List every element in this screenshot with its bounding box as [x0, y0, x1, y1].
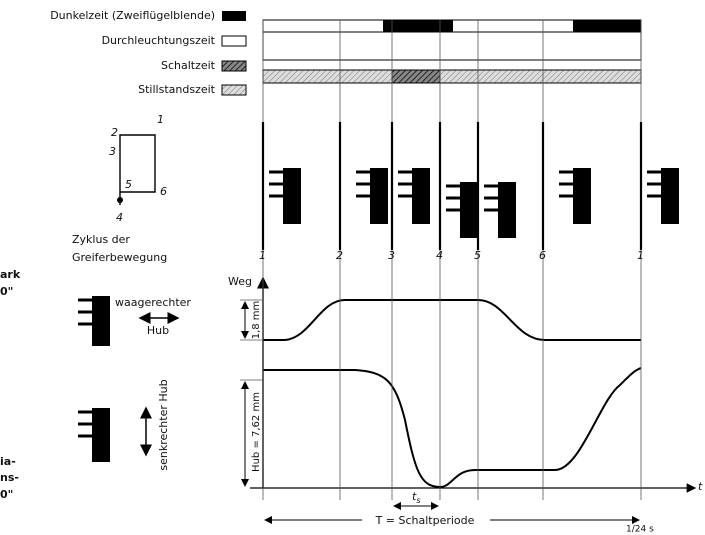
legend-label: Stillstandszeit [138, 83, 216, 96]
switch-label: ts [412, 490, 421, 505]
claw-teeth [78, 412, 92, 436]
cycle-caption: Greiferbewegung [72, 251, 167, 264]
cycle-label: 3 [109, 145, 116, 158]
vertical-curve [263, 368, 641, 487]
legend-label: Schaltzeit [161, 59, 216, 72]
cycle-label: 6 [160, 185, 167, 198]
phase-number: 3 [388, 249, 395, 262]
light-time-bar [263, 32, 641, 60]
cut-text-line: ark [0, 268, 21, 281]
cut-text-line: 0" [0, 285, 13, 298]
legend-label: Dunkelzeit (Zweiflügelblende) [50, 9, 215, 22]
legend-swatch [222, 85, 246, 95]
film-strip [370, 168, 388, 224]
cycle-caption: Zyklus der [72, 233, 130, 246]
stroke-label: 1,8 mm [251, 301, 262, 340]
phase-number: 6 [539, 249, 546, 262]
claw-teeth [647, 172, 663, 196]
period-value: 1/24 s [626, 525, 654, 535]
phase-number: 5 [474, 249, 481, 262]
switch-segment [392, 70, 440, 83]
phase-number: 2 [336, 249, 343, 262]
stroke-label: Hub = 7,62 mm [251, 392, 262, 472]
legend-label: Durchleuchtungszeit [102, 34, 216, 47]
dark-segment [383, 20, 453, 32]
film-strip [573, 168, 591, 224]
phase-markers: 1 2 3 4 5 6 1 [259, 20, 679, 500]
claw-teeth [269, 172, 285, 196]
cut-text-line: 0" [0, 488, 13, 501]
phase-number: 1 [637, 249, 644, 262]
film-strip [661, 168, 679, 224]
y-axis-label: Weg [228, 275, 252, 288]
claw-teeth [559, 172, 575, 196]
legend-swatch [222, 61, 246, 71]
standstill-bar [263, 70, 641, 83]
period-label: T = Schaltperiode [375, 514, 475, 527]
cycle-label: 4 [116, 211, 123, 224]
cycle-label: 1 [157, 113, 164, 126]
side-labels: waagerechter Hub senkrechter Hub [78, 296, 191, 471]
film-strip [92, 408, 110, 462]
phase-number: 4 [436, 249, 443, 262]
film-strip [412, 168, 430, 224]
cut-text: ark 0" ia- ns- 0" [0, 268, 21, 501]
cycle-label: 5 [125, 178, 132, 191]
cycle-point [117, 197, 123, 203]
legend-swatch [222, 11, 246, 21]
dark-segment [573, 20, 641, 32]
horizontal-curve [263, 300, 641, 340]
film-strip [498, 182, 516, 238]
film-strip [92, 296, 110, 346]
legend-swatch [222, 36, 246, 46]
cycle-diagram: 1 2 3 4 5 6 Zyklus der Greiferbewegung [72, 113, 167, 264]
claw-teeth [484, 186, 500, 210]
claw-teeth [446, 186, 462, 210]
cut-text-line: ia- [0, 455, 16, 468]
film-strip [460, 182, 478, 238]
x-axis-label: t [698, 480, 703, 493]
diagram: Dunkelzeit (Zweiflügelblende) Durchleuch… [0, 0, 705, 535]
claw-teeth [398, 172, 414, 196]
claw-teeth [78, 300, 92, 324]
graph: Weg t 1,8 mm Hub = 7,62 mm ts T = Schalt… [228, 275, 703, 535]
phase-number: 1 [259, 249, 266, 262]
cut-text-line: ns- [0, 471, 19, 484]
claw-teeth [356, 172, 372, 196]
cycle-path [120, 135, 155, 205]
side-label: senkrechter Hub [157, 379, 170, 470]
film-strip [283, 168, 301, 224]
side-label: waagerechter [115, 296, 191, 309]
side-label: Hub [147, 324, 169, 337]
legend: Dunkelzeit (Zweiflügelblende) Durchleuch… [50, 9, 246, 96]
cycle-label: 2 [111, 126, 118, 139]
timing-bars [263, 20, 641, 83]
